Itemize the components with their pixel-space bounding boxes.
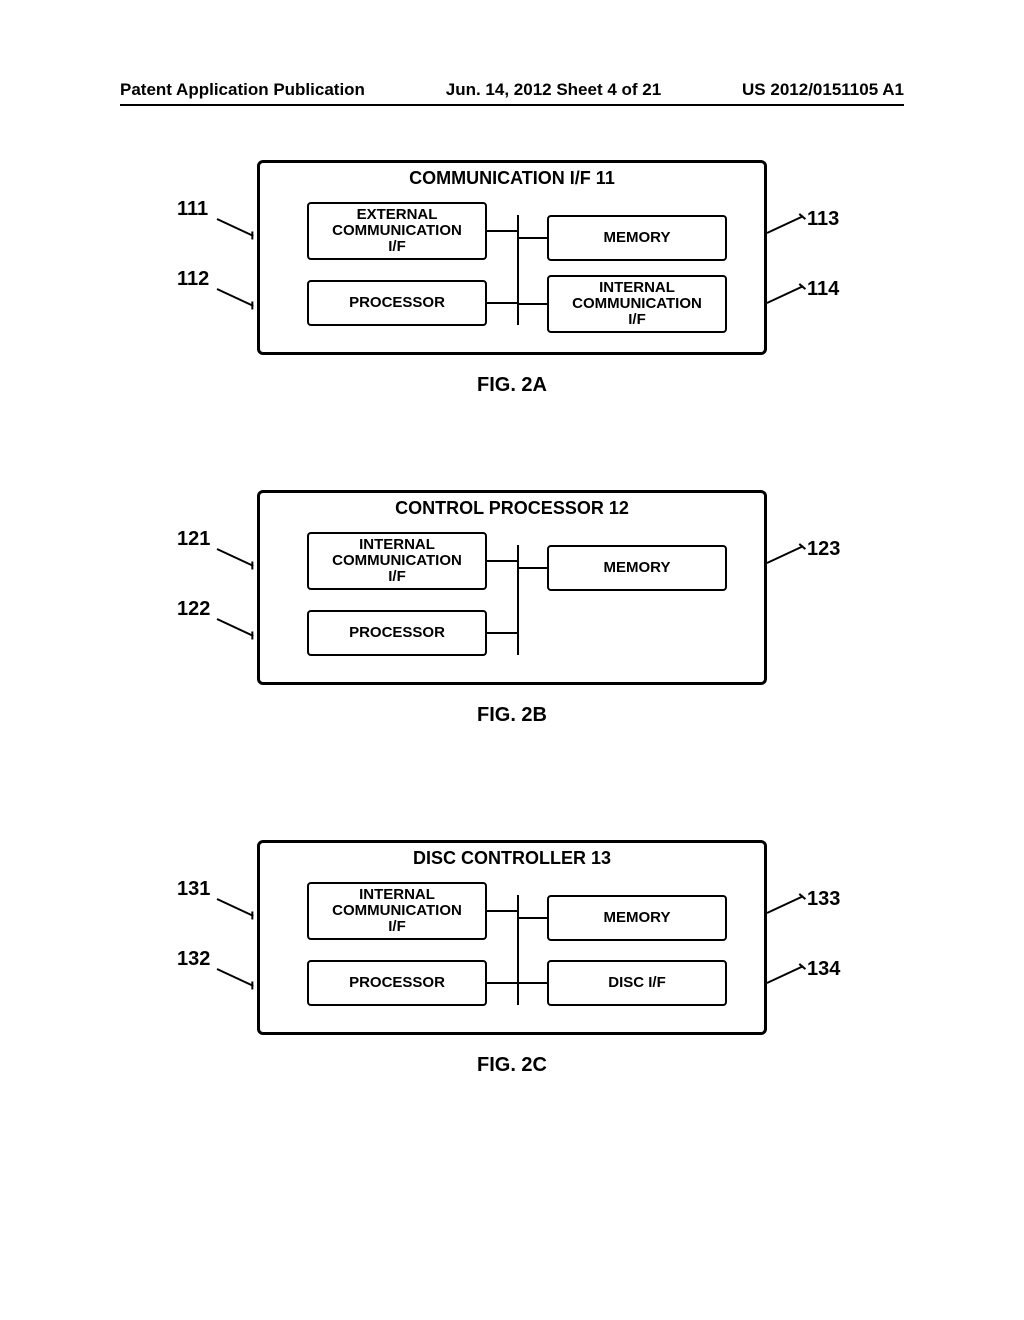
box-processor-2a: PROCESSOR [307, 280, 487, 326]
leader-122 [217, 618, 254, 637]
leader-111 [217, 218, 254, 237]
header-left: Patent Application Publication [120, 80, 365, 100]
figure-2c: DISC CONTROLLER 13 INTERNALCOMMUNICATION… [0, 840, 1024, 1077]
bus-vline-2c [517, 895, 519, 1005]
box-int-comm-if-2c: INTERNALCOMMUNICATIONI/F [307, 882, 487, 940]
ref-111: 111 [177, 198, 208, 221]
diagram-2c: DISC CONTROLLER 13 INTERNALCOMMUNICATION… [247, 840, 777, 1040]
ref-132: 132 [177, 948, 210, 971]
box-label: INTERNALCOMMUNICATIONI/F [332, 537, 462, 584]
leader-121 [217, 548, 254, 567]
box-label: PROCESSOR [349, 625, 445, 641]
box-int-comm-if-2b: INTERNALCOMMUNICATIONI/F [307, 532, 487, 590]
conn-131 [487, 910, 517, 912]
box-label: INTERNALCOMMUNICATIONI/F [572, 280, 702, 327]
conn-111 [487, 230, 517, 232]
ref-112: 112 [177, 268, 209, 291]
figure-2b: CONTROL PROCESSOR 12 INTERNALCOMMUNICATI… [0, 490, 1024, 727]
conn-132 [487, 982, 517, 984]
conn-123 [517, 567, 547, 569]
box-label: PROCESSOR [349, 975, 445, 991]
header-rule [120, 104, 904, 106]
conn-134 [517, 982, 547, 984]
leader-112 [217, 288, 254, 307]
page-header: Patent Application Publication Jun. 14, … [0, 80, 1024, 100]
box-label: INTERNALCOMMUNICATIONI/F [332, 887, 462, 934]
box-label: PROCESSOR [349, 295, 445, 311]
conn-133 [517, 917, 547, 919]
conn-112 [487, 302, 517, 304]
box-int-comm-if-2a: INTERNALCOMMUNICATIONI/F [547, 275, 727, 333]
leader-132 [217, 968, 254, 987]
ref-131: 131 [177, 878, 210, 901]
box-label: DISC I/F [608, 975, 666, 991]
diagram-2a: COMMUNICATION I/F 11 EXTERNALCOMMUNICATI… [247, 160, 777, 360]
leader-123 [767, 545, 804, 564]
diagram-title-2c: DISC CONTROLLER 13 [367, 848, 657, 869]
caption-2a: FIG. 2A [0, 374, 1024, 397]
box-memory-2b: MEMORY [547, 545, 727, 591]
ref-134: 134 [807, 958, 840, 981]
box-memory-2a: MEMORY [547, 215, 727, 261]
caption-2c: FIG. 2C [0, 1054, 1024, 1077]
leader-113 [767, 215, 804, 234]
figure-2a: COMMUNICATION I/F 11 EXTERNALCOMMUNICATI… [0, 160, 1024, 397]
header-right: US 2012/0151105 A1 [742, 80, 904, 100]
diagram-title-2a: COMMUNICATION I/F 11 [367, 168, 657, 189]
conn-121 [487, 560, 517, 562]
box-label: MEMORY [604, 230, 671, 246]
ref-133: 133 [807, 888, 840, 911]
box-ext-comm-if: EXTERNALCOMMUNICATIONI/F [307, 202, 487, 260]
leader-114 [767, 285, 804, 304]
bus-vline-2b [517, 545, 519, 655]
leader-134 [767, 965, 804, 984]
conn-122 [487, 632, 517, 634]
ref-122: 122 [177, 598, 210, 621]
conn-114 [517, 303, 547, 305]
leader-131 [217, 898, 254, 917]
box-label: MEMORY [604, 560, 671, 576]
diagram-2b: CONTROL PROCESSOR 12 INTERNALCOMMUNICATI… [247, 490, 777, 690]
caption-2b: FIG. 2B [0, 704, 1024, 727]
box-processor-2b: PROCESSOR [307, 610, 487, 656]
conn-113 [517, 237, 547, 239]
ref-121: 121 [177, 528, 210, 551]
box-memory-2c: MEMORY [547, 895, 727, 941]
diagram-title-2b: CONTROL PROCESSOR 12 [367, 498, 657, 519]
ref-114: 114 [807, 278, 839, 301]
box-label: MEMORY [604, 910, 671, 926]
box-disc-if-2c: DISC I/F [547, 960, 727, 1006]
header-center: Jun. 14, 2012 Sheet 4 of 21 [446, 80, 661, 100]
box-processor-2c: PROCESSOR [307, 960, 487, 1006]
bus-vline-2a [517, 215, 519, 325]
ref-113: 113 [807, 208, 839, 231]
leader-133 [767, 895, 804, 914]
ref-123: 123 [807, 538, 840, 561]
box-label: EXTERNALCOMMUNICATIONI/F [332, 207, 462, 254]
